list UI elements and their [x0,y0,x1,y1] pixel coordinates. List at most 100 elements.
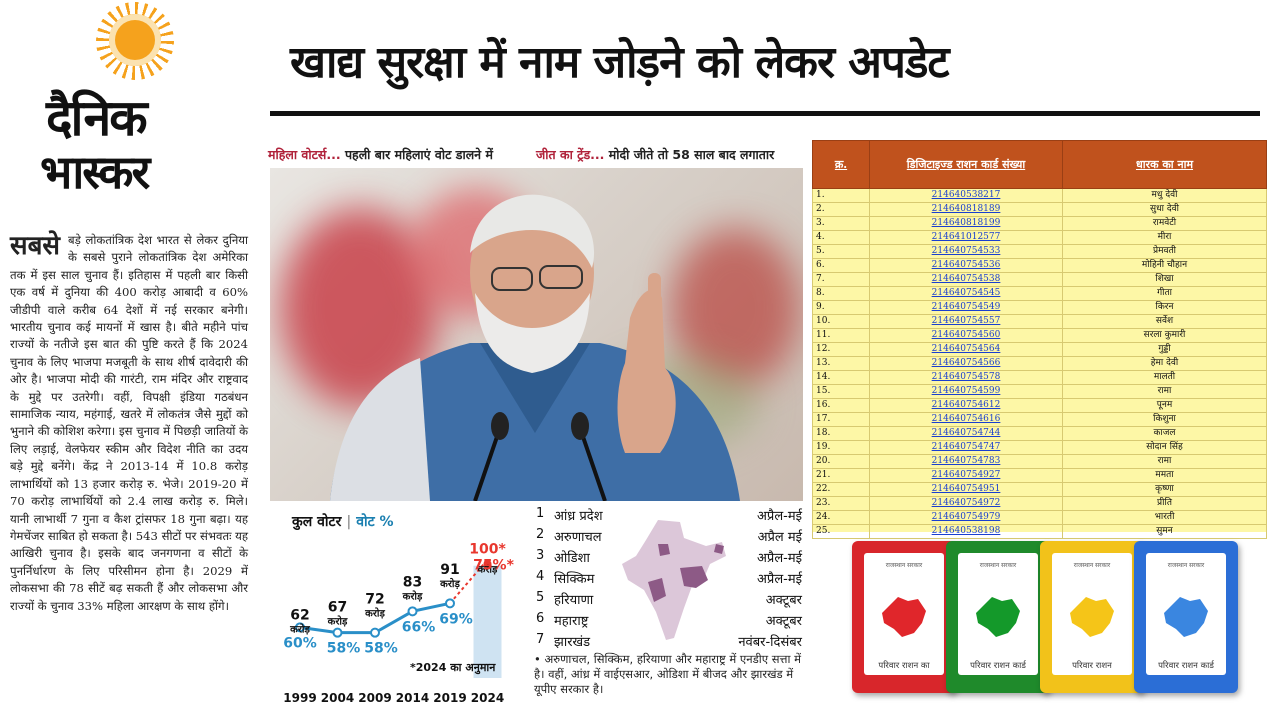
rajasthan-map-icon [1070,597,1114,637]
card-number-link[interactable]: 214640754538 [869,272,1063,287]
holder-name-cell: सोदान सिंह [1062,440,1267,455]
card-number-link[interactable]: 214640754616 [869,412,1063,427]
card-number-link[interactable]: 214640754612 [869,398,1063,413]
kicker-women-bold: महिला वोटर्स... [268,147,341,162]
card-number-link[interactable]: 214640754566 [869,356,1063,371]
holder-name-cell: प्रेमवती [1062,244,1267,259]
state-row: 3 ओडिशा अप्रैल-मई [536,548,802,570]
holder-name-cell: मीरा [1062,230,1267,245]
holder-name-cell: काजल [1062,426,1267,441]
state-row: 6 महाराष्ट्र अक्टूबर [536,611,802,633]
card-number-link[interactable]: 214640754744 [869,426,1063,441]
card-number-link[interactable]: 214640754533 [869,244,1063,259]
serial-cell: 23. [812,496,870,511]
speaker-illustration [330,194,740,501]
voter-value-label: 62 [290,607,309,623]
card-number-link[interactable]: 214640754560 [869,328,1063,343]
ration-cards-image: राजस्थान सरकार परिवार राशन का राजस्थान सरक… [852,535,1238,705]
estimate-point [483,559,492,568]
year-tick-label: 2024 [471,691,504,705]
holder-name-cell: गीता [1062,286,1267,301]
voter-unit-label: करोड़ [364,607,385,620]
rajasthan-map-icon [1164,597,1208,637]
serial-cell: 22. [812,482,870,497]
voter-value-label: 83 [403,574,422,590]
kicker-women-voters: महिला वोटर्स... पहली बार महिलाएं वोट डाल… [268,146,493,163]
voter-unit-label: करोड़ [327,615,348,628]
card-number-link[interactable]: 214640754951 [869,482,1063,497]
serial-cell: 5. [812,244,870,259]
card-number-link[interactable]: 214640818199 [869,216,1063,231]
state-row: 7 झारखंड नवंबर-दिसंबर [536,632,802,654]
card-number-link[interactable]: 214640754549 [869,300,1063,315]
card-number-link[interactable]: 214640754545 [869,286,1063,301]
news-photo [270,168,803,501]
state-name: 7 [536,632,545,647]
vote-percent-label: 69% [439,611,473,627]
card-number-link[interactable]: 214640754564 [869,342,1063,357]
card-number-link[interactable]: 214640754557 [869,314,1063,329]
vote-percent-label: 66% [402,619,436,635]
col-holder-name-header: धारक का नाम [1062,140,1267,189]
card-number-link[interactable]: 214640754783 [869,454,1063,469]
card-caption: परिवार राशन कार्ड [970,661,1026,671]
voter-unit-label: करोड़ [402,589,423,602]
table-row: 22. 214640754951 कृष्णा [812,482,1267,497]
india-map-icon [622,520,726,640]
serial-cell: 9. [812,300,870,315]
holder-name-cell: रामवेटी [1062,216,1267,231]
table-row: 6. 214640754536 मोहिनी चौहान [812,258,1267,273]
card-header: राजस्थान सरकार [885,562,923,569]
state-month: अक्टूबर [765,614,802,629]
article-text: बड़े लोकतांत्रिक देश भारत से लेकर दुनिया… [10,233,248,613]
year-tick-label: 2014 [396,691,429,705]
chart-title: कुल वोटर | वोट % [292,514,394,530]
card-number-link[interactable]: 214640754578 [869,370,1063,385]
card-caption: परिवार राशन कार्ड [1158,661,1214,671]
vote-percent-label: 60% [283,635,317,651]
vote-percent-label: 75%* [473,557,515,573]
card-number-link[interactable]: 214640754536 [869,258,1063,273]
card-number-link[interactable]: 214640754979 [869,510,1063,525]
state-name: 5 [536,590,545,605]
holder-name-cell: किरन [1062,300,1267,315]
year-tick-label: 2004 [321,691,354,705]
chart-note: *2024 का अनुमान [410,661,496,674]
state-name: 1 [536,506,545,521]
card-caption: परिवार राशन [1072,661,1112,671]
card-number-link[interactable]: 214641012577 [869,230,1063,245]
card-number-link[interactable]: 214640754927 [869,468,1063,483]
ration-card: राजस्थान सरकार परिवार राशन का [852,541,956,693]
card-number-link[interactable]: 214640754599 [869,384,1063,399]
vote-percent-label: 58% [364,641,398,657]
state-month: अप्रैल-मई [757,551,802,566]
serial-cell: 11. [812,328,870,343]
card-caption: परिवार राशन का [878,661,930,671]
card-number-link[interactable]: 214640538217 [869,188,1063,203]
card-number-link[interactable]: 214640754972 [869,496,1063,511]
holder-name-cell: रामा [1062,384,1267,399]
article-dropword: सबसे [10,231,60,261]
card-number-link[interactable]: 214640818189 [869,202,1063,217]
state-row: 5 हरियाणा अक्टूबर [536,590,802,612]
serial-cell: 16. [812,398,870,413]
table-row: 5. 214640754533 प्रेमवती [812,244,1267,259]
card-number-link[interactable]: 214640754747 [869,440,1063,455]
holder-name-cell: रामा [1062,454,1267,469]
state-label: आंध्र प्रदेश [554,509,603,524]
col-serial-header: क्र. [812,140,870,189]
holder-name-cell: सरला कुमारी [1062,328,1267,343]
state-month: अप्रैल-मई [757,509,802,524]
serial-cell: 1. [812,188,870,203]
serial-cell: 24. [812,510,870,525]
card-header: राजस्थान सरकार [979,562,1017,569]
kicker-women-rest: पहली बार महिलाएं वोट डालने में [340,147,493,162]
serial-cell: 14. [812,370,870,385]
holder-name-cell: सुधा देवी [1062,202,1267,217]
ration-card-table: क्र. डिजिटाइज्ड राशन कार्ड संख्या धारक क… [812,140,1267,539]
table-row: 2. 214640818189 सुधा देवी [812,202,1267,217]
vote-percent-label: 58% [327,641,361,657]
holder-name-cell: भारती [1062,510,1267,525]
voter-value-label: 67 [328,600,347,616]
state-month: अप्रैल मई [757,530,802,545]
